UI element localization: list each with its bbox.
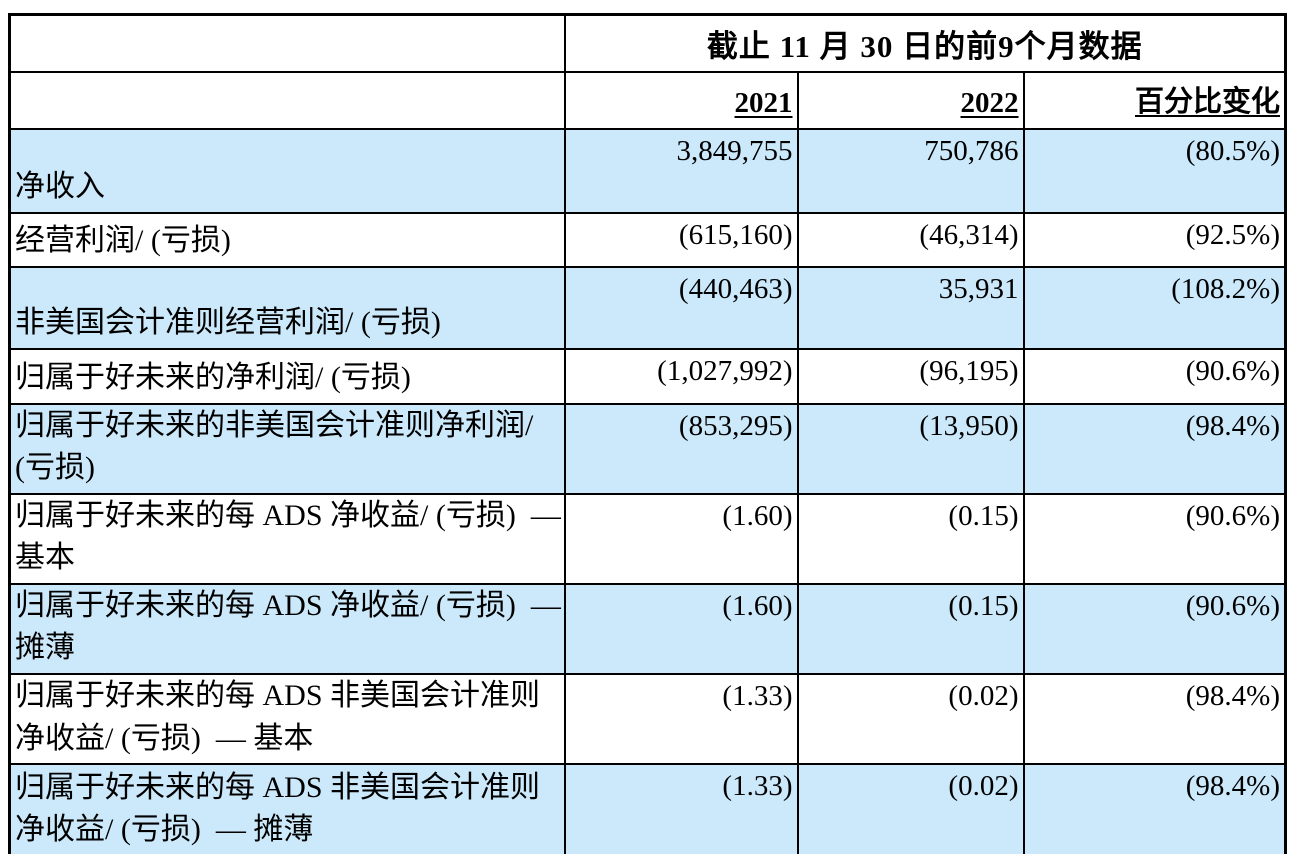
value-2021: (1.60) xyxy=(563,492,799,585)
value-2021: (615,160) xyxy=(563,211,799,268)
table-body: 净收入 3,849,755 750,786 (80.5%) 经营利润/ (亏损)… xyxy=(8,127,1287,854)
value-pct-change: (92.5%) xyxy=(1022,211,1287,268)
row-label: 归属于好未来的净利润/ (亏损) xyxy=(8,347,566,405)
header-row-period: 截止 11 月 30 日的前9个月数据 xyxy=(8,13,1287,73)
value-2022: (0.02) xyxy=(796,673,1025,766)
corner-cell-blank xyxy=(8,70,566,130)
table-row-net-loss-attributable: 归属于好未来的净利润/ (亏损) (1,027,992) (96,195) (9… xyxy=(8,347,1287,405)
value-2022: (13,950) xyxy=(796,402,1025,495)
column-header-2022: 2022 xyxy=(796,70,1025,130)
value-pct-change: (108.2%) xyxy=(1022,265,1287,350)
value-2021: (1,027,992) xyxy=(563,347,799,405)
row-label: 归属于好未来的每 ADS 非美国会计准则净收益/ (亏损) — 基本 xyxy=(8,673,566,766)
value-2022: (96,195) xyxy=(796,347,1025,405)
value-pct-change: (98.4%) xyxy=(1022,763,1287,854)
value-2022: (0.15) xyxy=(796,582,1025,676)
period-header: 截止 11 月 30 日的前9个月数据 xyxy=(563,13,1287,73)
table-row-non-gaap-loss-per-ads-basic: 归属于好未来的每 ADS 非美国会计准则净收益/ (亏损) — 基本 (1.33… xyxy=(8,673,1287,766)
value-2021: (1.33) xyxy=(563,673,799,766)
value-pct-change: (90.6%) xyxy=(1022,582,1287,676)
table-row-non-gaap-net-loss-attributable: 归属于好未来的非美国会计准则净利润/ (亏损) (853,295) (13,95… xyxy=(8,402,1287,495)
value-2022: 35,931 xyxy=(796,265,1025,350)
value-pct-change: (90.6%) xyxy=(1022,492,1287,585)
value-2021: (1.60) xyxy=(563,582,799,676)
column-header-pct-change: 百分比变化 xyxy=(1022,70,1287,130)
table-row-loss-per-ads-diluted: 归属于好未来的每 ADS 净收益/ (亏损) — 摊薄 (1.60) (0.15… xyxy=(8,582,1287,676)
table-row-non-gaap-operating-loss: 非美国会计准则经营利润/ (亏损) (440,463) 35,931 (108.… xyxy=(8,265,1287,350)
table-header: 截止 11 月 30 日的前9个月数据 2021 2022 百分比变化 xyxy=(8,13,1287,130)
financial-results-table: 截止 11 月 30 日的前9个月数据 2021 2022 百分比变化 净收入 … xyxy=(8,13,1287,854)
corner-cell-blank xyxy=(8,13,566,73)
table-row-loss-per-ads-basic: 归属于好未来的每 ADS 净收益/ (亏损) — 基本 (1.60) (0.15… xyxy=(8,492,1287,585)
column-header-2021-label: 2021 xyxy=(734,86,793,119)
table-row-non-gaap-loss-per-ads-diluted: 归属于好未来的每 ADS 非美国会计准则净收益/ (亏损) — 摊薄 (1.33… xyxy=(8,763,1287,854)
header-row-columns: 2021 2022 百分比变化 xyxy=(8,70,1287,130)
value-2021: (1.33) xyxy=(563,763,799,854)
value-2022: (46,314) xyxy=(796,211,1025,268)
table-row-operating-loss: 经营利润/ (亏损) (615,160) (46,314) (92.5%) xyxy=(8,211,1287,268)
row-label: 净收入 xyxy=(8,127,566,214)
column-header-2022-label: 2022 xyxy=(960,86,1019,119)
row-label: 经营利润/ (亏损) xyxy=(8,211,566,268)
value-2021: (853,295) xyxy=(563,402,799,495)
row-label: 归属于好未来的每 ADS 净收益/ (亏损) — 基本 xyxy=(8,492,566,585)
value-pct-change: (98.4%) xyxy=(1022,402,1287,495)
value-2021: (440,463) xyxy=(563,265,799,350)
table-row-net-revenues: 净收入 3,849,755 750,786 (80.5%) xyxy=(8,127,1287,214)
row-label: 归属于好未来的非美国会计准则净利润/ (亏损) xyxy=(8,402,566,495)
row-label: 归属于好未来的每 ADS 非美国会计准则净收益/ (亏损) — 摊薄 xyxy=(8,763,566,854)
row-label: 归属于好未来的每 ADS 净收益/ (亏损) — 摊薄 xyxy=(8,582,566,676)
value-2021: 3,849,755 xyxy=(563,127,799,214)
value-2022: (0.15) xyxy=(796,492,1025,585)
value-2022: 750,786 xyxy=(796,127,1025,214)
row-label: 非美国会计准则经营利润/ (亏损) xyxy=(8,265,566,350)
value-pct-change: (80.5%) xyxy=(1022,127,1287,214)
value-2022: (0.02) xyxy=(796,763,1025,854)
value-pct-change: (90.6%) xyxy=(1022,347,1287,405)
column-header-2021: 2021 xyxy=(563,70,799,130)
value-pct-change: (98.4%) xyxy=(1022,673,1287,766)
column-header-pct-change-label: 百分比变化 xyxy=(1134,85,1280,118)
